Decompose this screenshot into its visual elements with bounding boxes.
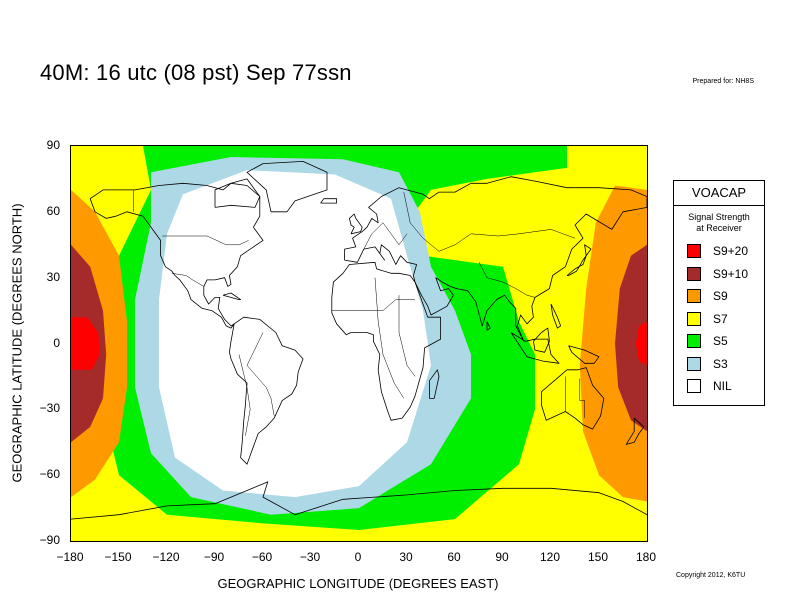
coastline-philippines [550,303,562,329]
coastline-baffin [214,182,261,208]
x-tick-label: 180 [635,550,657,564]
legend-item: S9+10 [674,263,764,286]
legend-swatch [687,379,701,394]
legend-swatch [687,266,701,281]
x-tick-label: 60 [447,550,461,564]
x-tick-label: −120 [152,550,180,564]
legend-swatch [687,289,701,304]
y-tick-label: 30 [46,269,60,284]
legend-item: NIL [674,375,764,398]
legend-list: S9+20 S9+10 S9 S7 S5 S3 NIL [674,240,764,398]
coastline-borneo [533,327,550,353]
border-brazil [246,332,275,416]
legend-item-label: S5 [713,334,728,349]
legend-swatch [687,334,701,349]
x-tick-label: 0 [354,550,362,564]
legend-item-label: S9 [713,289,728,304]
legend: VOACAP Signal Strength at Receiver S9+20… [673,180,765,406]
coastline-new-zealand [625,417,645,445]
border-andes [238,354,251,436]
legend-title: VOACAP [674,181,764,206]
border-europe [363,222,408,250]
x-tick-label: −90 [203,550,225,564]
border-us-mexico [171,273,204,287]
border-australia-states-2 [579,378,585,419]
legend-item-label: S9+20 [713,244,749,259]
x-tick-label: 30 [399,550,413,564]
zone-s9plus10 [615,244,647,432]
border-africa-n-s [374,277,405,399]
coastline-uk [348,213,363,235]
x-tick-label: −60 [251,550,273,564]
legend-item-label: S7 [713,311,728,326]
copyright-label: Copyright 2012, K6TU [676,572,746,579]
legend-item: S9+20 [674,240,764,263]
y-tick-label: 0 [53,335,60,350]
legend-subtitle: Signal Strength at Receiver [674,212,764,234]
map-canvas [71,146,647,541]
border-us-canada [162,235,249,246]
zone-s9plus20 [71,317,100,370]
coverage-map [70,145,648,542]
legend-swatch [687,356,701,371]
legend-item-label: NIL [713,379,732,394]
legend-subtitle-line2: at Receiver [696,223,742,233]
y-tick-label: 90 [46,138,60,152]
legend-swatch [687,244,701,259]
y-axis-label: GEOGRAPHIC LATITUDE (DEGREES NORTH) [9,203,25,483]
x-axis-label: GEOGRAPHIC LONGITUDE (DEGREES EAST) [217,576,499,591]
page-title: 40M: 16 utc (08 pst) Sep 77ssn [40,60,352,85]
y-tick-label: −90 [39,533,60,547]
coastlines [71,160,647,520]
coastline-australia [540,367,605,430]
coastline-new-guinea [568,345,600,364]
border-china [478,262,536,298]
coastline-north-america [89,178,264,329]
border-russia [403,192,576,252]
legend-swatch [687,311,701,326]
coastline-greenland [246,160,328,213]
legend-item: S7 [674,308,764,331]
x-tick-label: 120 [539,550,561,564]
country-borders [133,189,585,436]
coastline-japan [566,244,592,276]
x-tick-label: 90 [495,550,509,564]
y-tick-label: −30 [39,401,60,416]
coastline-antarctica [71,481,647,520]
zone-s9plus20 [635,321,647,366]
coastline-sri-lanka [486,321,491,331]
legend-item-label: S3 [713,356,728,371]
prepared-for-label: Prepared for: NH8S [692,78,754,85]
border-africa-e [398,295,416,377]
coastline-iceland [320,198,338,204]
x-tick-label: −150 [104,550,132,564]
x-tick-label: −180 [56,550,84,564]
y-tick-label: 60 [46,203,60,218]
coastline-eurasia [344,176,647,342]
zone-nil [159,170,431,498]
legend-item: S3 [674,353,764,376]
coastline-indonesia [510,332,560,364]
signal-zones [71,146,647,530]
legend-item: S5 [674,330,764,353]
coastline-africa [331,261,442,421]
coastline-cuba [222,292,242,301]
legend-item: S9 [674,285,764,308]
coastline-madagascar [428,369,440,399]
y-tick-label: −60 [39,467,60,482]
legend-item-label: S9+10 [713,266,749,281]
coastline-south-america [228,316,304,465]
border-sahel [331,299,415,311]
x-tick-label: −30 [299,550,321,564]
legend-subtitle-line1: Signal Strength [688,212,750,222]
x-tick-label: 150 [587,550,609,564]
